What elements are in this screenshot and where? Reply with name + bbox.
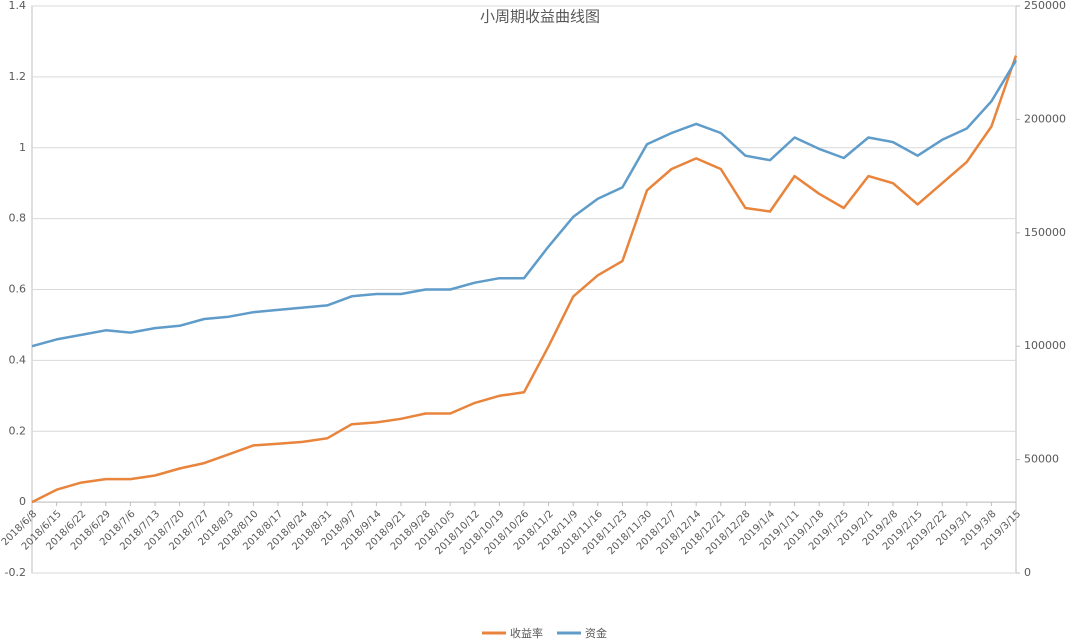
legend-label: 资金 bbox=[585, 626, 607, 640]
y2-tick-label: 100000 bbox=[1024, 339, 1066, 352]
y2-tick-label: 150000 bbox=[1024, 226, 1066, 239]
y-tick-label: 0 bbox=[19, 495, 26, 508]
series-line bbox=[31, 59, 1018, 348]
y-tick-label: 1 bbox=[19, 141, 26, 154]
y2-tick-label: 250000 bbox=[1024, 0, 1066, 12]
y2-tick-label: 0 bbox=[1024, 566, 1031, 579]
y-tick-label: 0.4 bbox=[9, 353, 27, 366]
y-tick-label: -0.2 bbox=[5, 566, 26, 579]
y-tick-label: 0.8 bbox=[9, 212, 27, 225]
y-tick-label: 1.4 bbox=[9, 0, 27, 12]
legend-label: 收益率 bbox=[510, 626, 543, 640]
y2-tick-label: 200000 bbox=[1024, 112, 1066, 125]
chart-title: 小周期收益曲线图 bbox=[480, 8, 600, 26]
series-line bbox=[31, 55, 1018, 504]
y-tick-label: 0.6 bbox=[9, 283, 27, 296]
y-tick-label: 1.2 bbox=[9, 70, 27, 83]
y-tick-label: 0.2 bbox=[9, 424, 27, 437]
y2-tick-label: 50000 bbox=[1024, 453, 1059, 466]
